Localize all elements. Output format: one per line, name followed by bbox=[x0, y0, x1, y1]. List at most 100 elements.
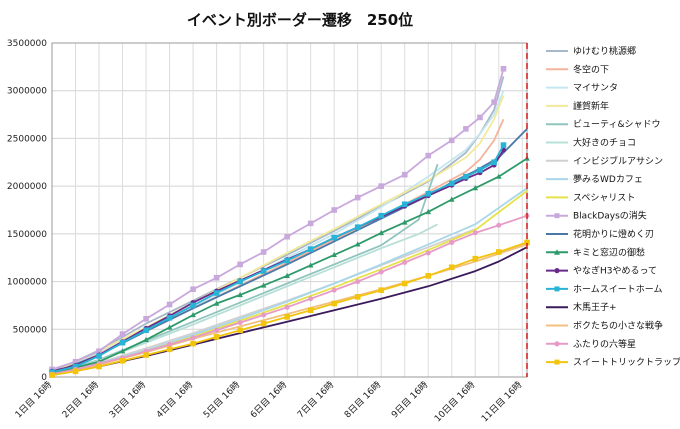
data-point bbox=[378, 287, 385, 293]
data-point bbox=[472, 255, 479, 262]
legend-item: インビジブルアサシン bbox=[546, 155, 663, 167]
data-point bbox=[491, 99, 497, 105]
data-point bbox=[448, 196, 455, 202]
data-point bbox=[354, 224, 361, 230]
data-point bbox=[477, 114, 483, 121]
data-point bbox=[284, 304, 290, 310]
legend-label: やなぎH3やめるって bbox=[573, 265, 657, 277]
grid bbox=[51, 42, 528, 378]
legend-item: BlackDaysの消失 bbox=[546, 210, 647, 222]
series-9 bbox=[49, 65, 507, 373]
y-tick-label: 2000000 bbox=[7, 182, 47, 192]
y-tick-label: 2500000 bbox=[7, 134, 47, 144]
data-point bbox=[284, 257, 290, 264]
legend-marker bbox=[554, 286, 560, 292]
data-point bbox=[166, 301, 173, 308]
legend-marker bbox=[554, 359, 560, 365]
legend-item: ふたりの六等星 bbox=[546, 338, 636, 350]
data-point bbox=[331, 287, 337, 293]
data-point bbox=[166, 346, 173, 353]
legend-label: 花明かりに燈めく刃 bbox=[573, 228, 654, 240]
data-point bbox=[190, 340, 196, 347]
data-point bbox=[354, 241, 361, 247]
data-point bbox=[308, 296, 314, 302]
data-point bbox=[378, 229, 385, 236]
plot-area bbox=[51, 42, 528, 378]
data-point bbox=[213, 274, 220, 281]
data-point bbox=[425, 152, 432, 159]
data-point bbox=[119, 348, 126, 354]
data-point bbox=[448, 137, 455, 144]
data-point bbox=[237, 327, 243, 334]
legend-marker bbox=[554, 249, 560, 255]
legend-label: BlackDaysの消失 bbox=[573, 210, 647, 222]
data-point bbox=[425, 250, 431, 256]
y-tick-label: 3000000 bbox=[7, 87, 47, 97]
series-17 bbox=[49, 239, 530, 378]
data-point bbox=[307, 246, 314, 252]
data-point bbox=[449, 239, 455, 245]
legend-label: 夢みるWDカフェ bbox=[573, 173, 643, 185]
legend-item: ホームスイートホーム bbox=[546, 284, 662, 295]
legend-label: 謹賀新年 bbox=[573, 100, 609, 112]
data-point bbox=[401, 171, 408, 178]
data-point bbox=[166, 315, 173, 321]
data-point bbox=[401, 219, 408, 225]
legend-item: 花明かりに燈めく刃 bbox=[546, 228, 654, 240]
data-point bbox=[500, 142, 507, 148]
data-point bbox=[355, 279, 361, 285]
legend-label: ゆけむり桃源郷 bbox=[573, 45, 636, 57]
data-point bbox=[261, 312, 267, 318]
legend-label: 大好きのチョコ bbox=[573, 137, 636, 149]
legend-item: 夢みるWDカフェ bbox=[546, 173, 643, 185]
data-point bbox=[448, 264, 455, 271]
data-point bbox=[354, 194, 361, 201]
data-point bbox=[354, 294, 361, 300]
data-point bbox=[237, 291, 243, 298]
data-point bbox=[190, 286, 196, 293]
legend-item: 木馬王子+ bbox=[546, 301, 617, 313]
data-point bbox=[425, 273, 432, 279]
data-point bbox=[96, 353, 102, 359]
series-line bbox=[51, 68, 505, 371]
legend-label: 冬空の下 bbox=[573, 63, 609, 75]
legend-item: やなぎH3やめるって bbox=[546, 265, 657, 277]
data-point bbox=[495, 249, 502, 255]
data-point bbox=[378, 183, 385, 189]
y-tick-label: 0 bbox=[41, 373, 47, 383]
data-point bbox=[143, 315, 149, 322]
legend-item: 冬空の下 bbox=[546, 63, 609, 75]
data-point bbox=[119, 339, 126, 346]
legend-label: ビューティ&シャドウ bbox=[573, 119, 660, 130]
data-point bbox=[477, 167, 483, 173]
data-point bbox=[331, 251, 337, 258]
data-point bbox=[260, 282, 267, 288]
data-point bbox=[463, 173, 469, 180]
legend-item: ボクたちの小さな戦争 bbox=[546, 320, 663, 332]
data-point bbox=[214, 327, 220, 333]
legend-label: マイサンタ bbox=[573, 83, 618, 94]
data-point bbox=[119, 357, 126, 364]
data-point bbox=[49, 372, 55, 378]
data-point bbox=[331, 300, 337, 307]
legend-item: 大好きのチョコ bbox=[546, 137, 636, 149]
data-point bbox=[425, 208, 432, 215]
data-point bbox=[463, 126, 469, 132]
legend-marker bbox=[554, 268, 560, 274]
data-point bbox=[495, 173, 502, 179]
data-point bbox=[331, 234, 337, 241]
data-point bbox=[284, 233, 290, 240]
legend-marker bbox=[554, 213, 560, 219]
data-point bbox=[166, 324, 173, 330]
legend-label: ふたりの六等星 bbox=[573, 338, 636, 350]
data-point bbox=[496, 222, 502, 228]
data-point bbox=[143, 327, 149, 334]
data-point bbox=[307, 220, 314, 227]
data-point bbox=[307, 262, 314, 268]
legend-item: スイートトリックトラップ+ bbox=[546, 357, 680, 368]
legend-item: スペシャリスト bbox=[546, 193, 635, 203]
data-point bbox=[96, 363, 102, 370]
legend-label: ホームスイートホーム bbox=[573, 284, 662, 295]
data-point bbox=[472, 230, 478, 236]
